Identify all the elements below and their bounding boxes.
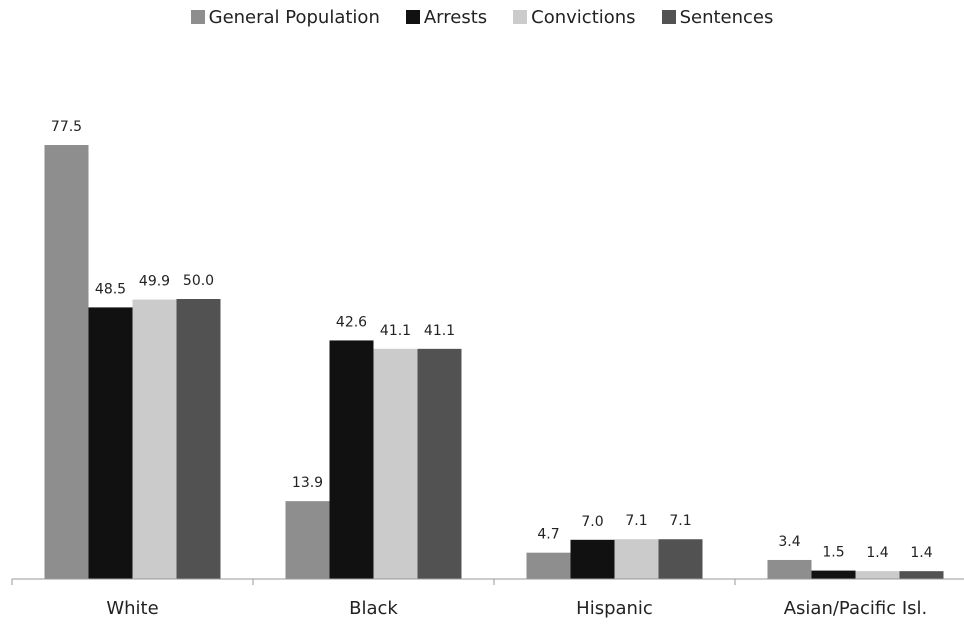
legend-item-general-population: General Population — [190, 6, 380, 28]
legend-label: Convictions — [531, 6, 636, 28]
data-label-general-population-hispanic: 4.7 — [537, 527, 559, 543]
legend-swatch — [513, 10, 528, 24]
data-label-arrests-asian-pacific-isl: 1.5 — [822, 545, 844, 561]
data-label-general-population-white: 77.5 — [51, 119, 82, 135]
category-label-asian-pacific-isl: Asian/Pacific Isl. — [784, 598, 928, 619]
legend-item-convictions: Convictions — [513, 6, 636, 28]
bar-sentences-white — [176, 299, 221, 579]
legend-swatch — [661, 10, 676, 24]
data-label-general-population-asian-pacific-isl: 3.4 — [778, 534, 800, 550]
legend-swatch — [405, 10, 420, 24]
data-label-sentences-asian-pacific-isl: 1.4 — [910, 545, 932, 561]
data-label-arrests-black: 42.6 — [336, 314, 367, 330]
legend-label: Sentences — [679, 6, 774, 28]
bar-general-population-asian-pacific-isl — [767, 559, 812, 579]
legend-swatch — [190, 10, 205, 24]
category-label-hispanic: Hispanic — [576, 598, 653, 619]
legend-label: Arrests — [423, 6, 488, 28]
bar-arrests-black — [329, 340, 374, 579]
data-label-convictions-asian-pacific-isl: 1.4 — [866, 545, 888, 561]
legend-item-arrests: Arrests — [405, 6, 488, 28]
bar-convictions-black — [373, 348, 418, 579]
data-label-sentences-black: 41.1 — [424, 323, 455, 339]
bar-general-population-black — [285, 501, 330, 579]
bar-arrests-white — [88, 307, 133, 579]
data-label-sentences-white: 50.0 — [183, 273, 214, 289]
data-label-arrests-white: 48.5 — [95, 281, 126, 297]
legend-label: General Population — [208, 6, 380, 28]
bar-general-population-white — [44, 145, 89, 579]
bar-convictions-hispanic — [614, 539, 659, 579]
bar-sentences-black — [417, 348, 462, 579]
bar-arrests-asian-pacific-isl — [811, 570, 856, 579]
data-label-convictions-hispanic: 7.1 — [625, 513, 647, 529]
bar-sentences-asian-pacific-isl — [899, 571, 944, 579]
bar-convictions-asian-pacific-isl — [855, 571, 900, 579]
bar-general-population-hispanic — [526, 552, 571, 579]
category-label-white: White — [106, 598, 158, 619]
bar-sentences-hispanic — [658, 539, 703, 579]
data-label-convictions-black: 41.1 — [380, 323, 411, 339]
bar-convictions-white — [132, 299, 177, 579]
data-label-convictions-white: 49.9 — [139, 274, 170, 290]
bar-arrests-hispanic — [570, 539, 615, 579]
data-label-general-population-black: 13.9 — [292, 475, 323, 491]
data-label-sentences-hispanic: 7.1 — [669, 513, 691, 529]
legend-item-sentences: Sentences — [661, 6, 774, 28]
data-label-arrests-hispanic: 7.0 — [581, 514, 603, 530]
category-label-black: Black — [349, 598, 398, 619]
chart-legend: General Population Arrests Convictions S… — [0, 4, 964, 30]
